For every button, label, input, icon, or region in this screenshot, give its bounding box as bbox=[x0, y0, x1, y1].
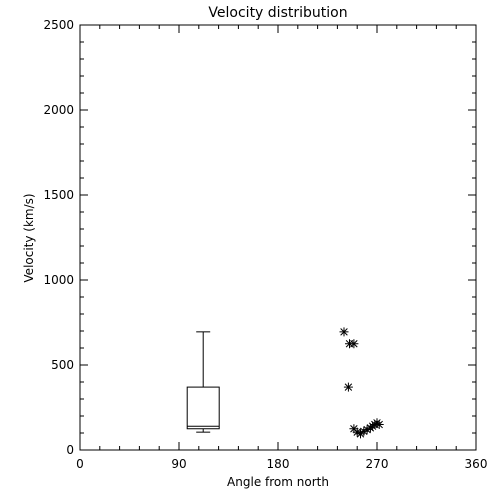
data-point bbox=[343, 382, 353, 392]
x-tick-label: 270 bbox=[366, 457, 389, 471]
y-tick-label: 2500 bbox=[43, 18, 74, 32]
chart-title: Velocity distribution bbox=[208, 5, 347, 21]
x-axis-label: Angle from north bbox=[227, 475, 329, 489]
x-tick-label: 0 bbox=[76, 457, 84, 471]
y-tick-label: 0 bbox=[66, 443, 74, 457]
axis-ticks: 0 90 180 270 360 0 500 1000 1500 2000 2500 bbox=[43, 18, 487, 471]
x-tick-label: 90 bbox=[171, 457, 186, 471]
y-tick-label: 1500 bbox=[43, 188, 74, 202]
y-tick-label: 500 bbox=[51, 358, 74, 372]
box-iqr bbox=[186, 386, 220, 430]
data-points bbox=[339, 327, 384, 439]
x-tick-label: 360 bbox=[465, 457, 488, 471]
plot-frame bbox=[79, 24, 477, 451]
y-tick-label: 2000 bbox=[43, 103, 74, 117]
y-tick-label: 1000 bbox=[43, 273, 74, 287]
data-point bbox=[374, 420, 384, 429]
y-axis-label: Velocity (km/s) bbox=[22, 193, 36, 282]
data-point bbox=[349, 339, 359, 349]
x-tick-label: 180 bbox=[267, 457, 290, 471]
box-plot bbox=[186, 331, 220, 433]
data-point bbox=[339, 327, 349, 337]
